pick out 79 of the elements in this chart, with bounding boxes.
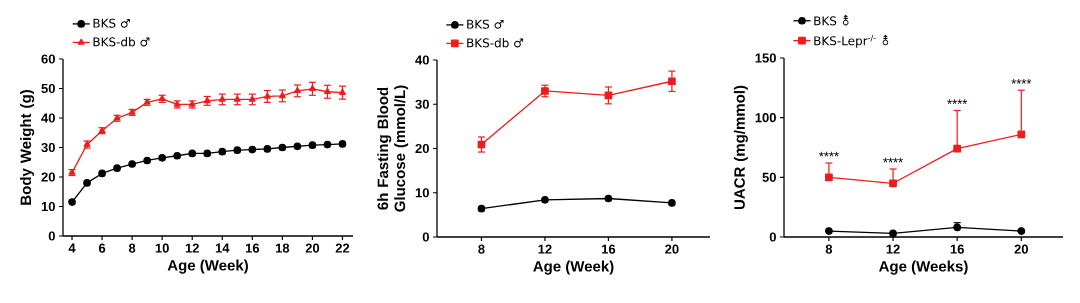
y-tick-label: 20 — [415, 143, 429, 154]
point — [323, 140, 332, 149]
point — [541, 195, 549, 204]
x-tick-label: 20 — [1014, 244, 1029, 254]
point — [889, 179, 897, 188]
x-axis-title: Age (Weeks) — [879, 260, 968, 275]
y-tick-label: 0 — [48, 231, 55, 241]
x-tick-label: 6 — [98, 243, 106, 253]
point — [278, 143, 287, 152]
point — [128, 160, 136, 168]
point — [143, 156, 151, 165]
point — [203, 149, 212, 158]
point — [825, 173, 833, 182]
y-tick-label: 150 — [755, 53, 776, 63]
x-axis-title: Age (Week) — [533, 260, 614, 275]
x-tick-label: 18 — [275, 243, 290, 253]
point — [668, 77, 676, 86]
y-tick-label: 10 — [41, 201, 55, 212]
point — [293, 142, 302, 151]
x-tick-label: 20 — [305, 243, 320, 253]
point — [113, 164, 121, 172]
x-tick-label: 4 — [68, 243, 76, 253]
point — [188, 149, 197, 158]
x-tick-label: 16 — [950, 244, 964, 254]
point — [604, 194, 613, 203]
point — [233, 146, 242, 155]
point — [668, 199, 676, 207]
y-tick-label: 50 — [41, 83, 55, 94]
point — [477, 204, 486, 213]
annotation: **** — [1011, 79, 1032, 84]
x-tick-label: 8 — [478, 244, 485, 254]
point — [953, 144, 962, 153]
point — [248, 145, 257, 154]
x-tick-label: 12 — [886, 244, 900, 254]
legend-label: BKS-db ♂ — [93, 37, 150, 47]
point — [158, 153, 167, 162]
annotation: **** — [883, 157, 903, 163]
point — [218, 147, 227, 156]
y-tick-label: 30 — [415, 99, 429, 109]
legend-label: BKS-db ♂ — [467, 38, 524, 48]
y-tick-label: 40 — [41, 113, 55, 123]
point — [308, 141, 317, 149]
legend-label: BKS ♂ — [467, 19, 504, 29]
legend-label: BKS-Lepr$^{-/-}$ ⚨ — [814, 34, 889, 48]
annotation: **** — [818, 151, 839, 157]
y-tick-label: 50 — [762, 172, 776, 182]
point — [83, 179, 91, 187]
y-tick-label: 0 — [422, 232, 429, 242]
x-tick-label: 8 — [825, 244, 833, 254]
x-tick-label: 16 — [245, 243, 260, 253]
x-tick-label: 8 — [128, 243, 136, 253]
point — [173, 151, 182, 160]
y-tick-label: 30 — [41, 142, 55, 153]
x-tick-label: 10 — [155, 243, 169, 253]
y-tick-label: 20 — [41, 172, 55, 182]
x-tick-label: 20 — [665, 244, 679, 254]
point — [1017, 130, 1026, 139]
x-axis-title: Age (Week) — [167, 259, 248, 274]
point — [889, 229, 897, 238]
y-axis-title: UACR (mg/mmol) — [733, 85, 748, 210]
y-tick-label: 40 — [415, 55, 429, 65]
x-tick-label: 12 — [185, 243, 199, 253]
y-tick-label: 60 — [41, 54, 55, 64]
y-tick-label: 0 — [769, 232, 776, 242]
x-tick-label: 22 — [335, 243, 350, 253]
y-tick-label: 10 — [415, 188, 429, 198]
x-tick-label: 14 — [215, 243, 230, 253]
point — [338, 140, 347, 148]
annotation: **** — [947, 99, 968, 104]
point — [98, 169, 106, 178]
point — [68, 198, 76, 206]
x-tick-label: 12 — [538, 244, 552, 254]
y-axis-title: Body Weight (g) — [20, 90, 35, 205]
legend-label: BKS ♂ — [93, 18, 130, 28]
y-tick-label: 100 — [755, 113, 776, 123]
x-tick-label: 16 — [602, 244, 616, 254]
y-axis-title: 6h Fasting Blood Glucose (mmol/L) — [377, 85, 409, 212]
point — [263, 145, 272, 153]
legend-label: BKS ⚨ — [814, 14, 849, 26]
